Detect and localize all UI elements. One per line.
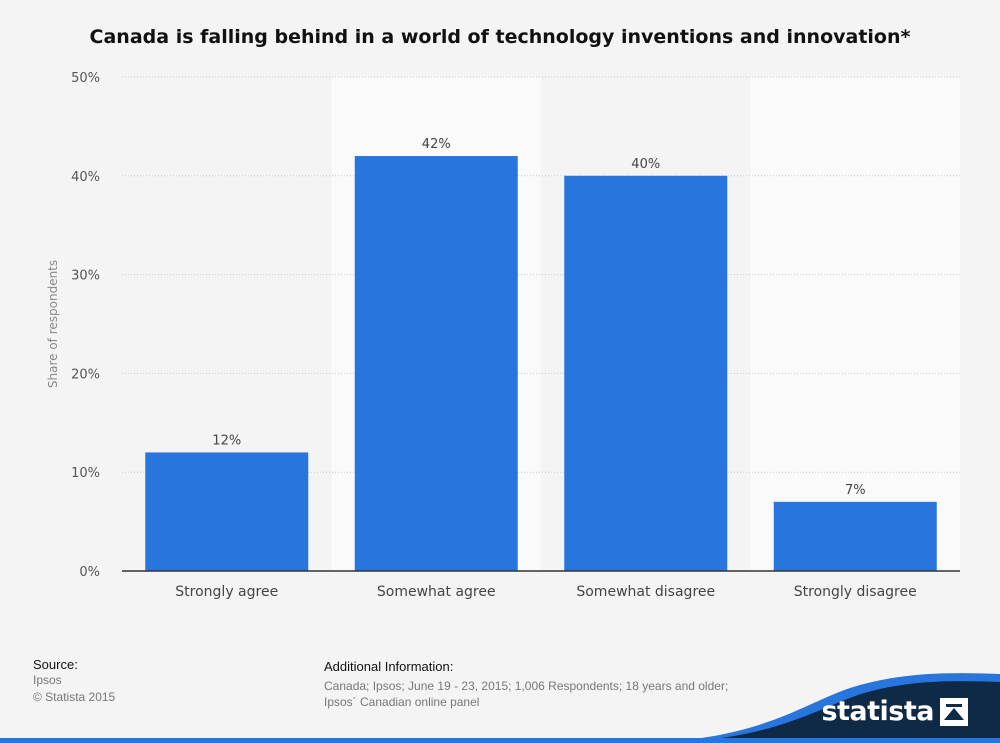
x-category-label: Strongly agree [175,584,278,600]
statista-logo-icon [940,697,968,726]
y-tick-label: 20% [71,367,100,382]
y-axis-label: Share of respondents [46,260,60,388]
bar [773,501,937,571]
source-line: Ipsos [33,673,62,687]
bar [354,156,518,572]
source-heading: Source: [33,657,78,672]
column-band [750,77,960,571]
bar [564,175,728,572]
y-axis-ticks: 0% 10% 20% 30% 40% 50% [71,71,100,580]
chart-title: Canada is falling behind in a world of t… [89,26,911,48]
y-tick-label: 40% [71,170,100,185]
additional-info-heading: Additional Information: [324,659,454,674]
y-tick-label: 50% [71,71,100,86]
value-label: 40% [631,157,660,172]
x-category-label: Somewhat disagree [576,584,715,600]
value-label: 12% [212,433,241,448]
y-tick-label: 0% [79,565,100,580]
additional-info-line-1: Canada; Ipsos; June 19 - 23, 2015; 1,006… [324,679,729,693]
statista-logo[interactable]: statista [821,696,968,727]
value-label: 7% [845,483,866,498]
additional-info-block: Additional Information: Canada; Ipsos; J… [324,659,744,710]
bars [145,156,937,572]
additional-info-line-2: Ipsos´ Canadian online panel [324,695,480,709]
x-axis-labels: Strongly agree Somewhat agree Somewhat dis… [175,584,916,600]
x-category-label: Somewhat agree [377,584,496,600]
statista-wordmark: statista [821,696,934,727]
source-block: Source: Ipsos © Statista 2015 [33,657,115,706]
value-labels: 12% 42% 40% 7% [212,137,865,498]
y-tick-label: 10% [71,466,100,481]
statista-swoosh [0,673,1000,743]
bottom-accent-line [0,738,1000,743]
x-category-label: Strongly disagree [794,584,917,600]
swoosh-dark [660,681,1000,743]
value-label: 42% [422,137,451,152]
copyright-line: © Statista 2015 [33,690,116,704]
y-tick-label: 30% [71,269,100,284]
bar [145,452,309,571]
